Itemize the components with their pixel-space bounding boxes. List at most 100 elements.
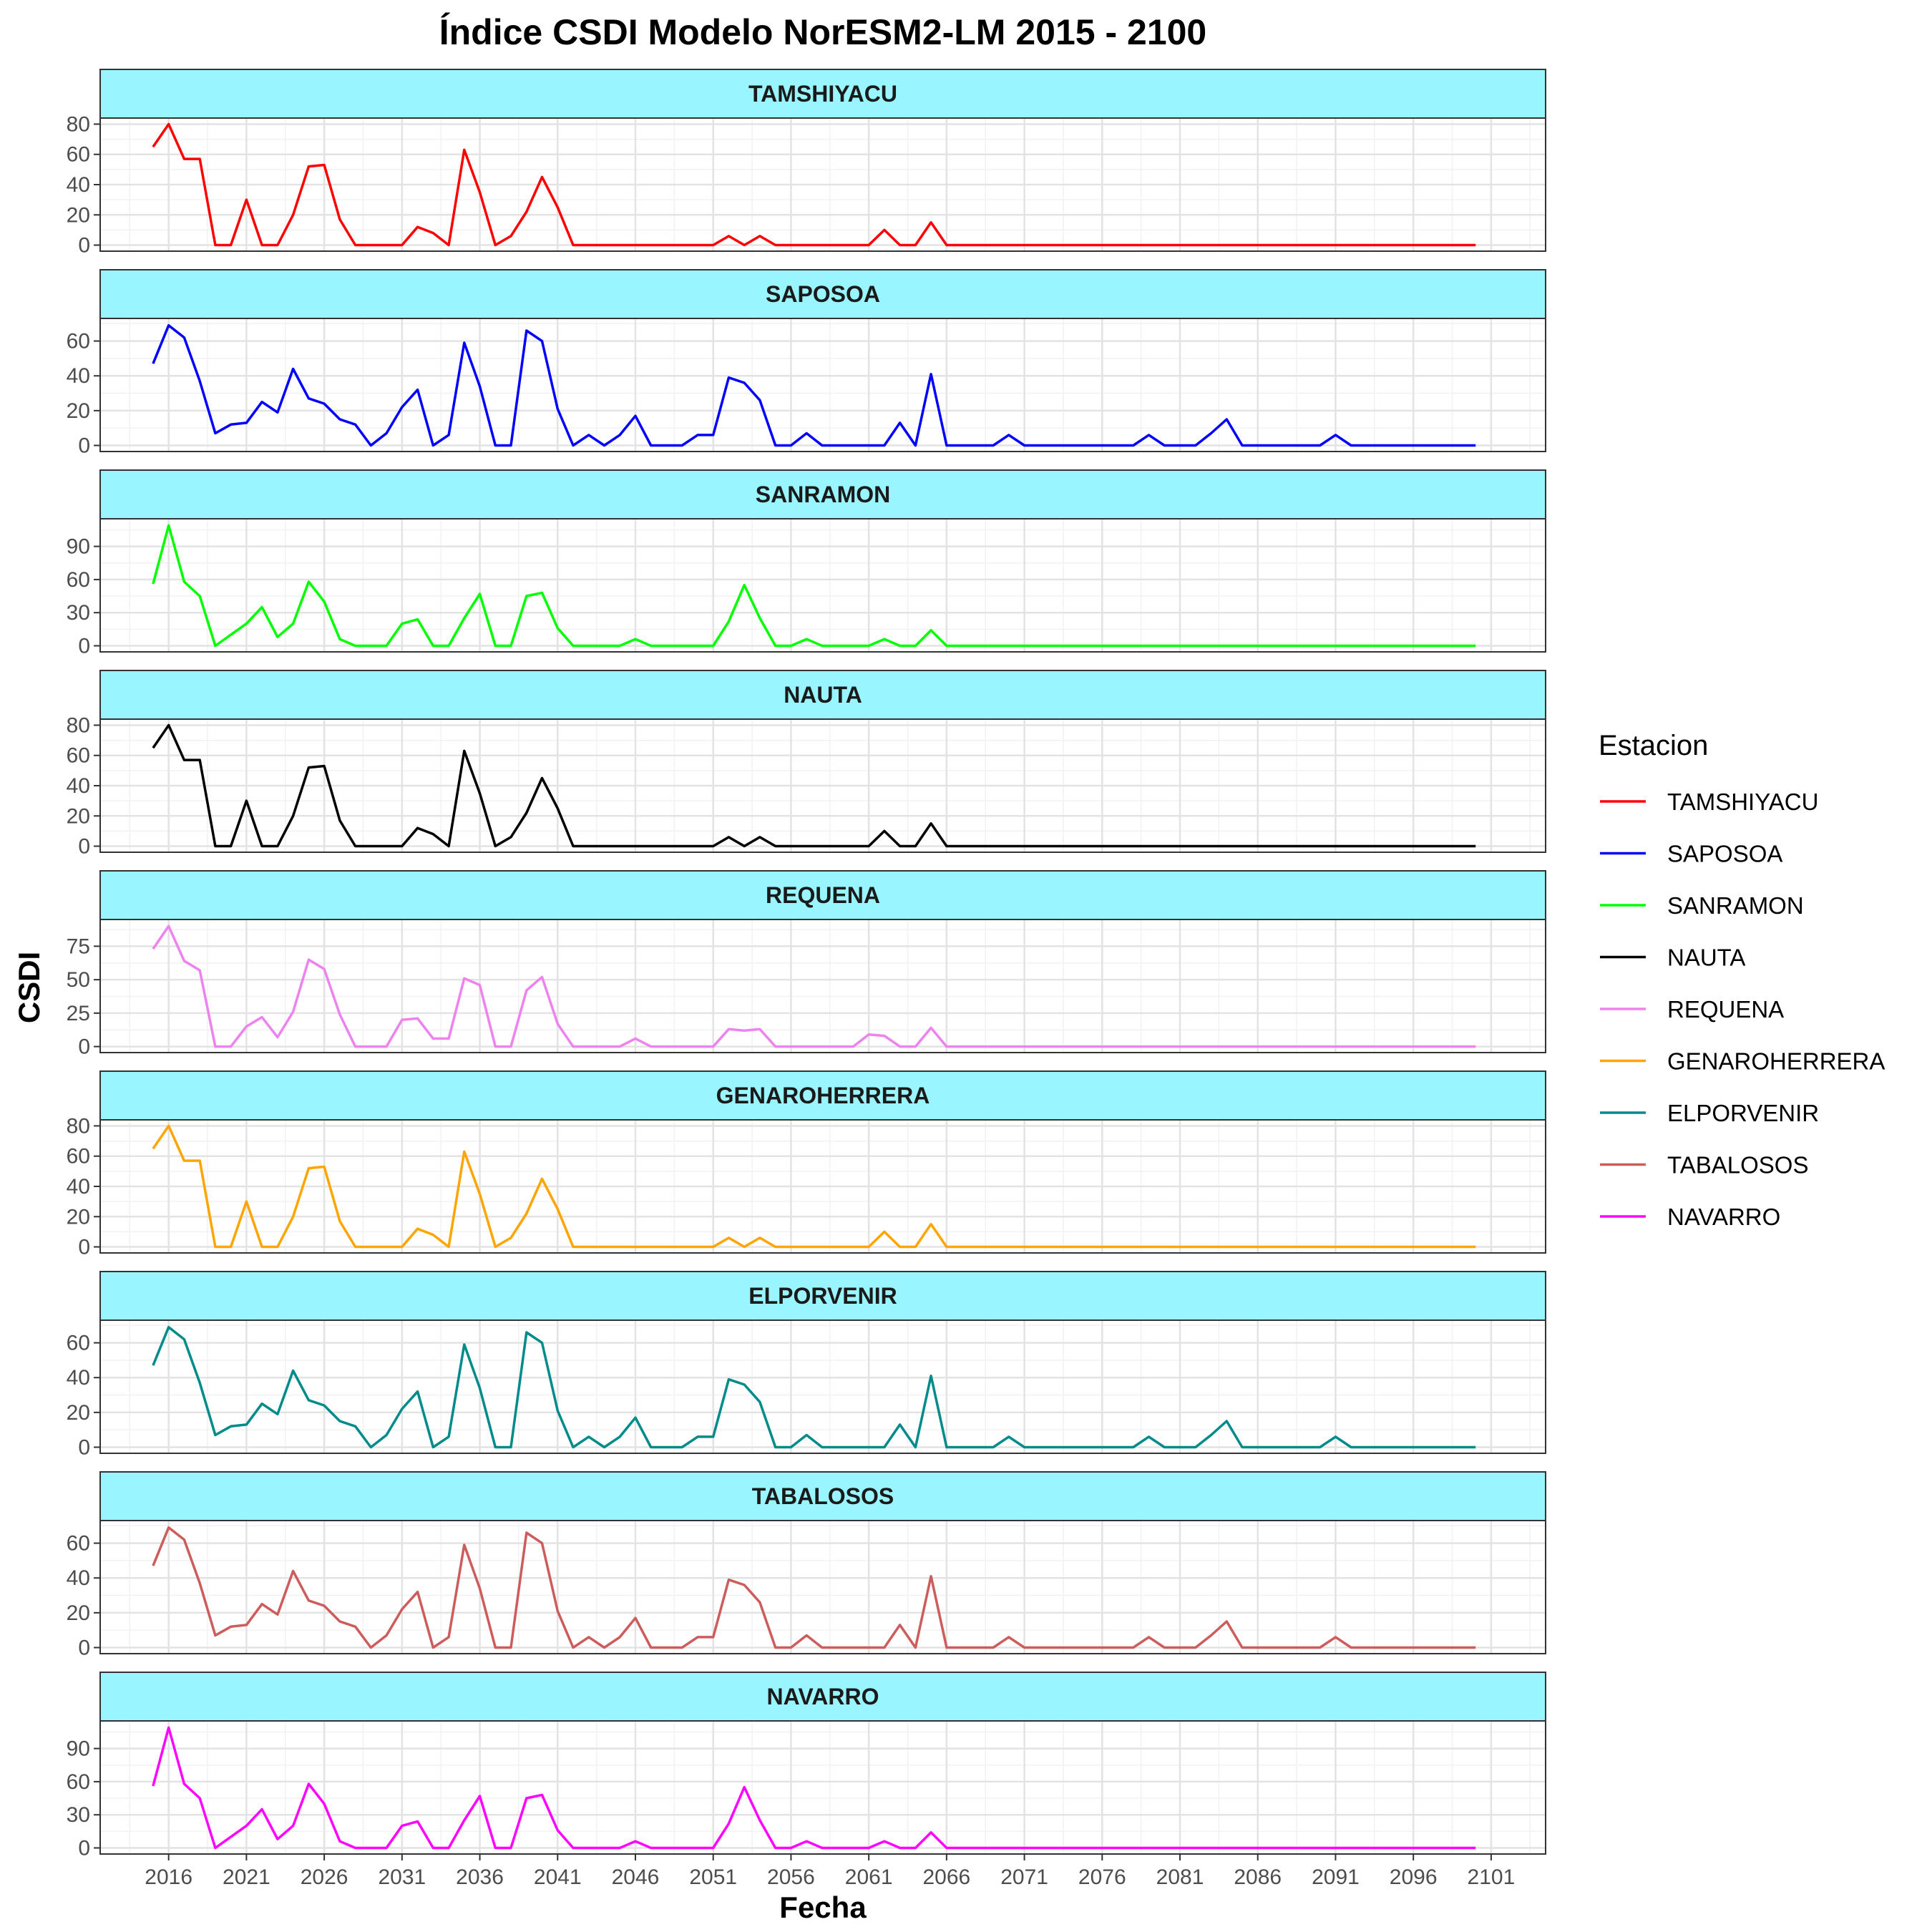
y-tick-label: 60 [67, 1532, 90, 1556]
facet-strip [99, 1271, 1546, 1321]
panel-background [100, 318, 1546, 452]
facet-tamshiyacu: TAMSHIYACU 0 20 40 60 80 [67, 69, 1546, 258]
legend-label: TAMSHIYACU [1667, 789, 1818, 815]
y-tick-label: 40 [67, 1566, 90, 1590]
chart-title: Índice CSDI Modelo NorESM2-LM 2015 - 210… [439, 12, 1207, 52]
facet-strip-label: SAPOSOA [766, 281, 880, 307]
facet-tabalosos: TABALOSOS 0 20 40 60 [67, 1471, 1546, 1659]
facet-saposoa: SAPOSOA 0 20 40 60 [67, 269, 1546, 457]
legend-label: NAVARRO [1667, 1204, 1780, 1230]
panel-background [100, 519, 1546, 652]
facet-strip [99, 69, 1546, 119]
facet-strip [99, 269, 1546, 319]
legend-title: Estacion [1599, 730, 1708, 761]
series-line-tabalosos [152, 1526, 1476, 1649]
y-tick-label: 20 [67, 399, 90, 423]
x-tick-label: 2041 [534, 1865, 582, 1889]
panel-background [100, 1521, 1546, 1654]
facet-elporvenir: ELPORVENIR 0 20 40 60 [67, 1271, 1546, 1459]
y-tick-label: 25 [67, 1002, 90, 1025]
x-tick-label: 2056 [767, 1865, 815, 1889]
x-tick-label: 2016 [145, 1865, 192, 1889]
legend-label: REQUENA [1667, 996, 1784, 1023]
series-line-navarro [152, 1726, 1476, 1850]
panel-border [99, 1520, 1546, 1654]
facet-strip-label: GENAROHERRERA [716, 1083, 930, 1108]
facet-requena: REQUENA 0 25 50 75 [67, 870, 1546, 1059]
series-line-nauta [152, 723, 1476, 848]
x-tick-label: 2031 [378, 1865, 426, 1889]
y-tick-label: 0 [78, 1035, 90, 1059]
y-tick-label: 60 [67, 143, 90, 167]
legend-label: TABALOSOS [1667, 1152, 1808, 1179]
panel-border [99, 318, 1546, 452]
y-tick-label: 60 [67, 1145, 90, 1169]
panel-border [99, 1319, 1546, 1454]
panel-background [100, 1721, 1546, 1854]
facet-strip-label: REQUENA [766, 882, 880, 908]
y-tick-label: 80 [67, 1114, 90, 1138]
facet-strip [99, 870, 1546, 920]
y-tick-label: 0 [78, 234, 90, 258]
facet-sanramon: SANRAMON 0 30 60 90 [67, 469, 1546, 658]
x-tick-label: 2076 [1078, 1865, 1126, 1889]
facet-strip [99, 670, 1546, 720]
y-tick-label: 30 [67, 1803, 90, 1827]
y-tick-label: 75 [67, 935, 90, 958]
y-tick-label: 30 [67, 601, 90, 625]
series-line-saposoa [152, 323, 1476, 447]
facet-nauta: NAUTA 0 20 40 60 80 [67, 670, 1546, 859]
y-tick-label: 60 [67, 744, 90, 768]
y-tick-label: 0 [78, 1636, 90, 1659]
y-axis-title: CSDI [12, 952, 46, 1023]
y-tick-label: 60 [67, 330, 90, 353]
x-tick-label: 2101 [1468, 1865, 1516, 1889]
y-tick-label: 90 [67, 1737, 90, 1761]
x-tick-label: 2066 [922, 1865, 970, 1889]
panel-border [99, 718, 1546, 853]
legend-label: NAUTA [1667, 945, 1745, 971]
x-axis-title: Fecha [779, 1890, 867, 1924]
facet-strip-label: NAVARRO [766, 1684, 879, 1709]
x-tick-label: 2096 [1390, 1865, 1438, 1889]
facet-strip-label: TABALOSOS [752, 1483, 894, 1509]
y-tick-label: 90 [67, 535, 90, 559]
y-tick-label: 20 [67, 1205, 90, 1229]
panel-border [99, 518, 1546, 653]
legend-label: SAPOSOA [1667, 841, 1782, 867]
series-line-sanramon [152, 524, 1476, 648]
x-tick-label: 2061 [845, 1865, 893, 1889]
y-tick-label: 80 [67, 112, 90, 136]
y-tick-label: 0 [78, 1837, 90, 1860]
y-tick-label: 0 [78, 835, 90, 859]
series-line-genaroherrera [152, 1124, 1476, 1249]
x-tick-label: 2051 [689, 1865, 737, 1889]
series-line-requena [152, 924, 1476, 1048]
panel-background [100, 919, 1546, 1053]
y-tick-label: 60 [67, 1770, 90, 1794]
y-tick-label: 0 [78, 1435, 90, 1459]
y-tick-label: 20 [67, 203, 90, 227]
panel-border [99, 1720, 1546, 1855]
facet-strip [99, 469, 1546, 519]
x-tick-label: 2081 [1156, 1865, 1204, 1889]
series-line-elporvenir [152, 1325, 1476, 1449]
panel-border [99, 117, 1546, 252]
y-tick-label: 40 [67, 1366, 90, 1390]
legend: Estacion TAMSHIYACU SAPOSOA SANRAMON NAUTA RE… [1599, 730, 1885, 1230]
x-tick-label: 2036 [456, 1865, 504, 1889]
panel-border [99, 919, 1546, 1053]
y-tick-label: 0 [78, 434, 90, 457]
y-tick-label: 50 [67, 968, 90, 992]
facet-strip-label: NAUTA [784, 682, 862, 708]
y-tick-label: 60 [67, 1332, 90, 1355]
panel-background [100, 1320, 1546, 1453]
y-tick-label: 60 [67, 568, 90, 592]
x-tick-label: 2086 [1234, 1865, 1282, 1889]
legend-label: GENAROHERRERA [1667, 1048, 1885, 1075]
y-tick-label: 20 [67, 1601, 90, 1625]
facet-strip-label: TAMSHIYACU [748, 81, 897, 107]
x-axis: 2016 2021 2026 2031 2036 2041 2046 2051 2056 2061… [145, 1854, 1515, 1889]
panel-border [99, 1119, 1546, 1254]
facet-strip-label: SANRAMON [756, 482, 890, 507]
